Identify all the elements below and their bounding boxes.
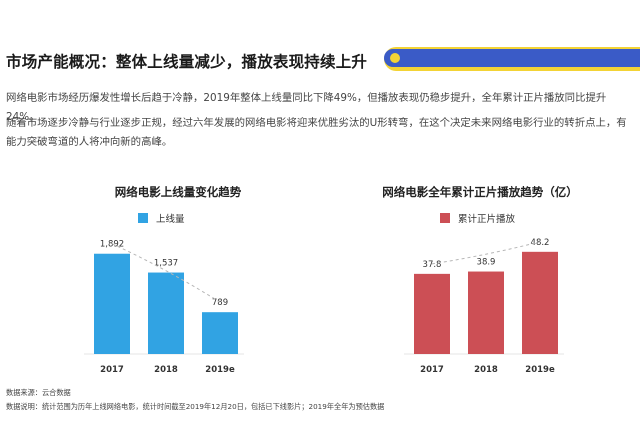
releases-data-label: 1,892 [100, 240, 124, 250]
intro-paragraph: 网络电影市场经历爆发性增长后趋于冷静，2019年整体上线量同比下降49%，但播放… [6, 92, 607, 123]
plays-data-label: 48.2 [531, 238, 550, 248]
releases-trend-line [111, 243, 221, 303]
header-decoration-dot [390, 53, 400, 63]
data-source: 数据来源：云合数据 [6, 388, 71, 397]
plays-trend-line [431, 241, 541, 265]
legend-plays: 累计正片播放 [440, 211, 515, 225]
releases-tick-label: 2017 [100, 365, 124, 375]
releases-bar-2018 [148, 272, 184, 354]
page-title: 市场产能概况：整体上线量减少，播放表现持续上升 [6, 53, 368, 71]
plays-bar-2017 [414, 273, 450, 354]
releases-data-label: 1,537 [154, 259, 178, 269]
releases-data-label: 789 [212, 298, 228, 308]
plays-tick-label: 2019e [525, 365, 555, 375]
legend-swatch-releases [138, 213, 148, 223]
legend-label-plays: 累计正片播放 [458, 214, 516, 225]
header-decoration-band [384, 49, 640, 67]
releases-tick-label: 2019e [205, 365, 235, 375]
releases-bar-2019e [202, 312, 238, 354]
plays-bar-chart: 37.8 2017 38.9 2018 48.2 2019e [404, 238, 564, 375]
releases-bar-2017 [94, 253, 130, 354]
chart-title-plays: 网络电影全年累计正片播放趋势（亿） [382, 185, 578, 199]
legend-label-releases: 上线量 [156, 214, 185, 225]
outlook-paragraph: 随着市场逐步冷静与行业逐步正规，经过六年发展的网络电影将迎来优胜劣汰的U形转弯，… [6, 117, 627, 148]
data-note: 数据说明：统计范围为历年上线网络电影，统计时间截至2019年12月20日，包括已… [6, 402, 385, 411]
plays-bar-2018 [468, 271, 504, 354]
releases-tick-label: 2018 [154, 365, 178, 375]
chart-title-releases: 网络电影上线量变化趋势 [114, 185, 242, 199]
plays-bar-2019e [522, 251, 558, 354]
plays-data-label: 38.9 [477, 258, 496, 268]
releases-bar-chart: 1,892 2017 1,537 2018 789 2019e [84, 240, 244, 375]
plays-tick-label: 2017 [420, 365, 444, 375]
legend-releases: 上线量 [138, 211, 185, 225]
legend-swatch-plays [440, 213, 450, 223]
plays-data-label: 37.8 [423, 260, 442, 270]
plays-tick-label: 2018 [474, 365, 498, 375]
